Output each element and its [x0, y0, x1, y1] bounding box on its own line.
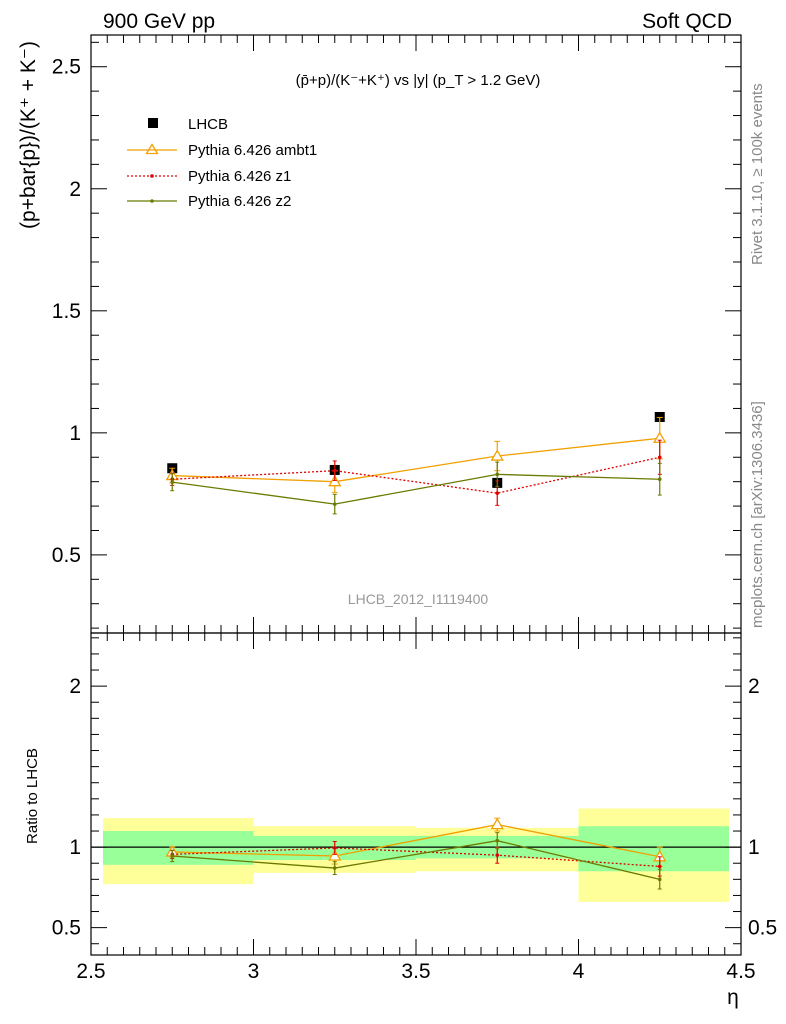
main-line-pythia-6-426-z1 [172, 456, 660, 494]
main-point-pythia-6-426-z2 [657, 477, 662, 482]
legend-entry-z2: Pythia 6.426 z2 [127, 193, 291, 210]
ratio-point-pythia-6-426-ambt1 [328, 849, 342, 861]
legend-entry-z1: Pythia 6.426 z1 [127, 168, 291, 185]
rivet-label: Rivet 3.1.10, ≥ 100k events [749, 83, 766, 265]
legend-entry-ambt1: Pythia 6.426 ambt1 [127, 142, 317, 159]
main-point-pythia-6-426-z2 [170, 480, 175, 484]
ratio-band-inner [103, 831, 254, 865]
ratio-ytick-label-left: 2 [69, 675, 81, 698]
ratio-ytick-label-right: 0.5 [748, 917, 777, 940]
main-title: (p̄+p)/(K⁻+K⁺) vs |y| (p_T > 1.2 GeV) [296, 72, 541, 89]
main-point-pythia-6-426-z2 [495, 472, 500, 477]
main-y-axis-label: (p+bar{p})/(K⁺ + K⁻) [17, 41, 40, 229]
ratio-ytick-label-left: 1 [69, 836, 81, 859]
main-point-pythia-6-426-z1 [495, 491, 500, 495]
ratio-panel: 0.5 0.5 1 1 2 2 2.5 3 3.5 4 4.5 Ratio to LHCB η [24, 632, 777, 1009]
ratio-ytick-label-left: 0.5 [52, 917, 81, 940]
ratio-xtick-label: 2.5 [76, 960, 105, 983]
main-line-pythia-6-426-ambt1 [172, 437, 660, 483]
header-left: 900 GeV pp [103, 10, 215, 33]
ratio-point-pythia-6-426-z1 [332, 846, 337, 850]
ratio-frame [90, 632, 742, 956]
ratio-point-pythia-6-426-z1 [657, 864, 662, 869]
ratio-line-pythia-6-426-ambt1 [172, 823, 660, 858]
legend-entry-lhcb: LHCB [148, 116, 228, 133]
legend-marker-z1 [150, 174, 154, 178]
ratio-xtick-label: 4.5 [726, 960, 755, 983]
x-axis-label: η [727, 986, 739, 1009]
ratio-xtick-label: 4 [573, 960, 585, 983]
legend-label-z1: Pythia 6.426 z1 [188, 168, 291, 185]
mcplots-label: mcplots.cern.ch [arXiv:1306.3436] [749, 401, 766, 628]
ratio-point-pythia-6-426-z2 [657, 877, 662, 882]
main-ytick-label: 2.5 [52, 56, 81, 79]
legend: LHCB Pythia 6.426 ambt1 Pythia 6.426 z1 … [127, 116, 317, 210]
main-point-pythia-6-426-ambt1 [490, 449, 504, 461]
ratio-band-inner [578, 826, 729, 872]
main-point-pythia-6-426-z2 [332, 502, 337, 506]
ratio-line-pythia-6-426-z1 [172, 847, 660, 868]
legend-marker-ambt1 [145, 143, 159, 155]
ratio-line-pythia-6-426-z2 [172, 840, 660, 880]
ratio-xtick-label: 3.5 [401, 960, 430, 983]
ratio-point-pythia-6-426-z2 [170, 854, 175, 858]
main-panel: (p+bar{p})/(K⁺ + K⁻) (p̄+p)/(K⁻+K⁺) vs |… [17, 34, 742, 634]
main-point-pythia-6-426-z1 [332, 468, 337, 473]
main-ytick-label: 0.5 [52, 544, 81, 567]
ratio-y-axis-label: Ratio to LHCB [24, 748, 41, 844]
ratio-xtick-label: 3 [248, 960, 260, 983]
legend-label-ambt1: Pythia 6.426 ambt1 [188, 142, 317, 159]
header-right: Soft QCD [642, 10, 732, 33]
legend-label-lhcb: LHCB [188, 116, 228, 133]
ratio-ytick-label-right: 2 [748, 675, 760, 698]
legend-label-z2: Pythia 6.426 z2 [188, 193, 291, 210]
main-ytick-label: 1 [69, 422, 81, 445]
main-ytick-label: 2 [69, 178, 81, 201]
legend-marker-z2 [150, 199, 154, 203]
main-point-pythia-6-426-z1 [657, 455, 662, 460]
ratio-point-pythia-6-426-ambt1 [490, 817, 504, 830]
ratio-point-pythia-6-426-z2 [332, 866, 337, 870]
legend-marker-lhcb [148, 118, 158, 128]
watermark: LHCB_2012_I1119400 [348, 591, 489, 607]
ratio-point-pythia-6-426-z1 [495, 853, 500, 857]
main-ytick-label: 1.5 [52, 300, 81, 323]
main-line-pythia-6-426-z2 [172, 473, 660, 505]
ratio-ytick-label-right: 1 [748, 836, 760, 859]
ratio-point-pythia-6-426-z2 [495, 838, 500, 843]
